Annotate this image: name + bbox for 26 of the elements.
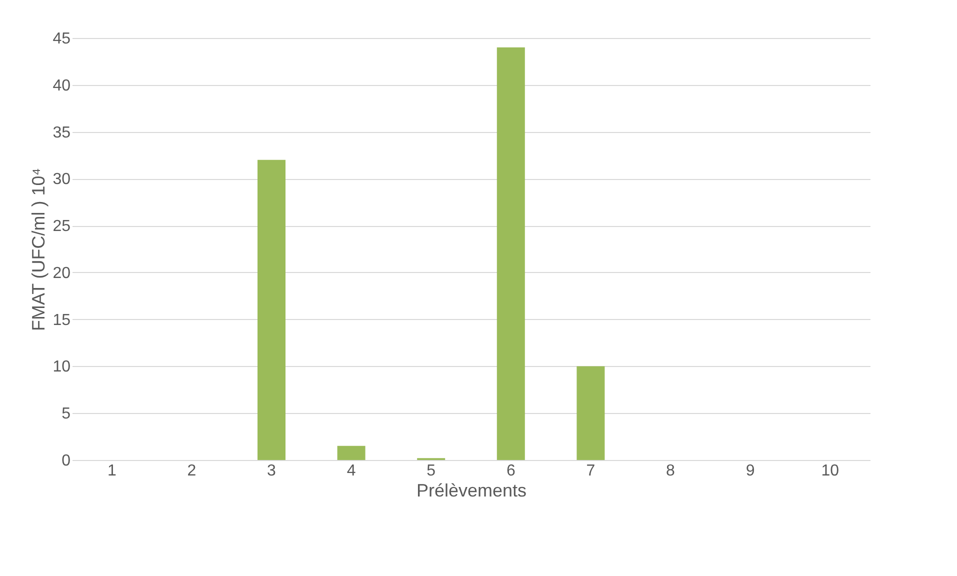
- y-tick-label: 15: [52, 312, 71, 329]
- y-tick-label: 0: [62, 452, 71, 470]
- bar: [337, 446, 366, 460]
- y-tick-label: 40: [52, 77, 71, 94]
- x-tick-label: 4: [346, 462, 356, 480]
- x-tick-label: 3: [267, 462, 276, 480]
- x-tick-label: 7: [586, 462, 596, 480]
- x-tick-label: 5: [426, 462, 436, 480]
- y-tick-label: 30: [52, 171, 71, 188]
- bar: [576, 366, 605, 460]
- x-tick-label: 2: [187, 462, 196, 480]
- x-tick-label: 1: [107, 462, 116, 480]
- y-tick-label: 5: [62, 406, 71, 423]
- bar: [258, 160, 286, 460]
- y-tick-label: 10: [52, 358, 71, 376]
- bar: [496, 47, 525, 460]
- y-tick-label: 25: [52, 218, 71, 236]
- y-tick-label: 35: [52, 124, 71, 142]
- y-axis-title: FMAT (UFC/ml ) 10⁴: [28, 168, 49, 332]
- x-tick-label: 9: [746, 462, 755, 480]
- x-tick-label: 8: [666, 462, 676, 480]
- x-tick-label: 10: [821, 462, 840, 480]
- x-axis-title: Prélèvements: [416, 480, 527, 500]
- y-tick-label: 45: [52, 30, 71, 48]
- x-tick-label: 6: [506, 462, 516, 480]
- y-tick-label: 20: [52, 264, 71, 282]
